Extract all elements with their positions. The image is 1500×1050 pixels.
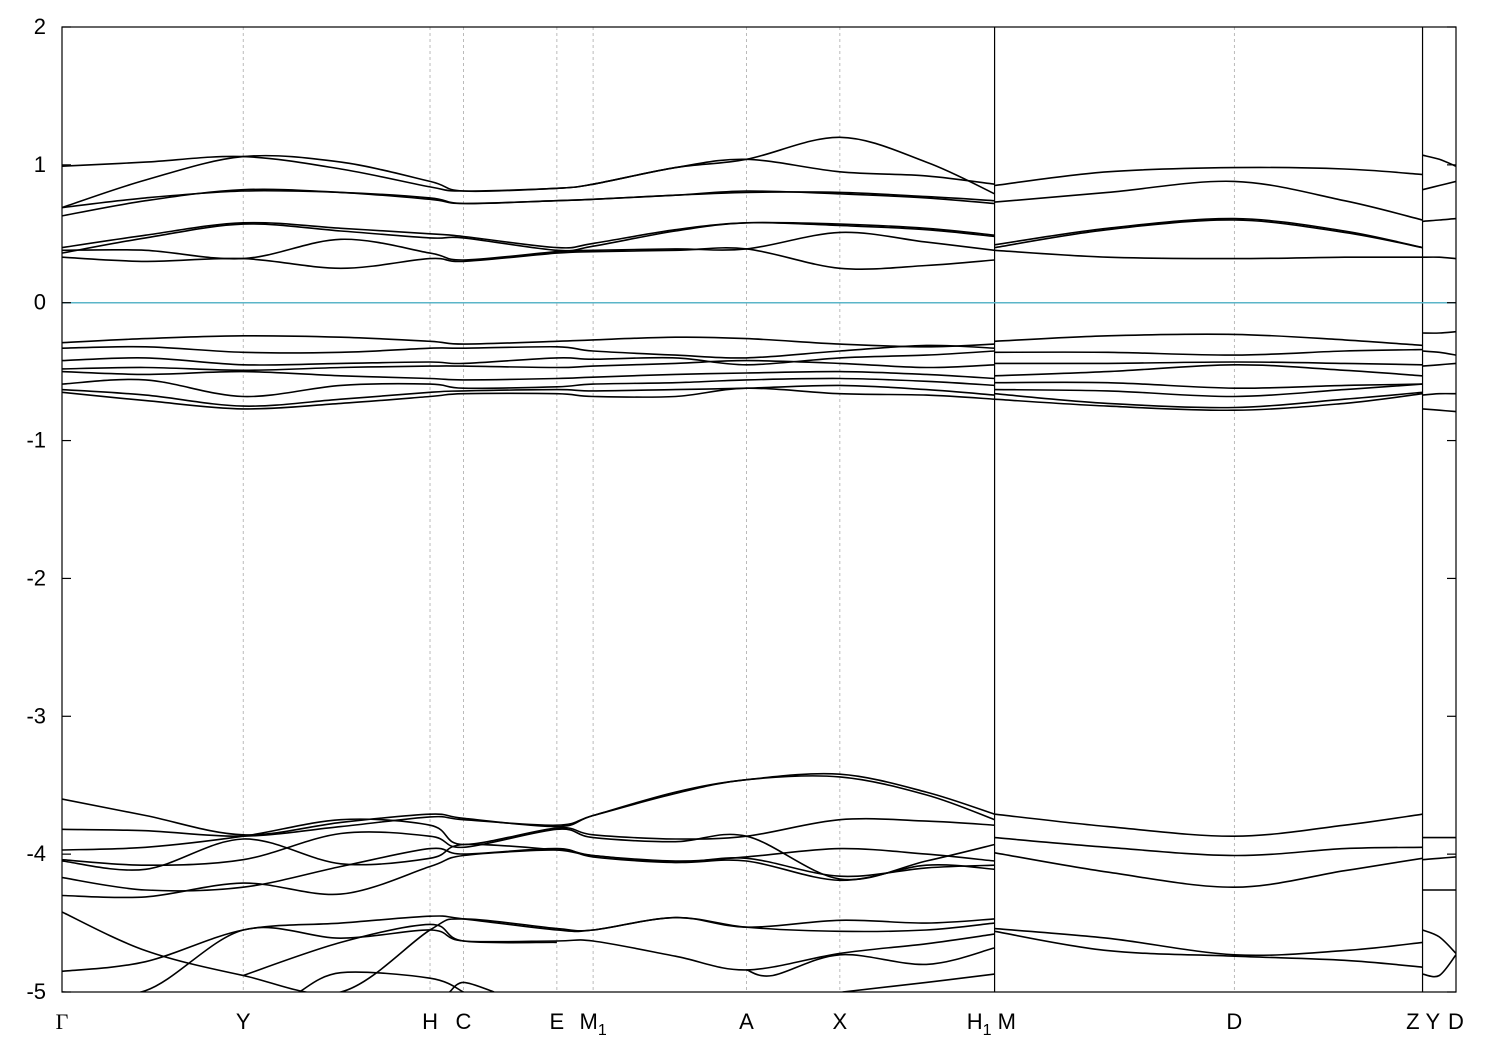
kpoint-label: D: [1226, 1009, 1242, 1034]
band-line-46: [62, 915, 995, 973]
band-line-57: [994, 930, 1423, 968]
band-line-36: [1422, 392, 1456, 396]
band-line-51: [448, 981, 495, 992]
y-tick-label: -5: [26, 979, 46, 1004]
band-line-54: [994, 836, 1423, 857]
band-line-23: [62, 384, 995, 407]
band-line-17: [62, 334, 995, 348]
band-line-8: [994, 166, 1423, 187]
band-line-45: [62, 911, 995, 992]
band-line-11: [994, 219, 1423, 249]
band-line-14: [1422, 180, 1456, 191]
band-line-47: [62, 926, 995, 992]
band-line-49: [746, 947, 995, 977]
kpoint-label: Z: [1406, 1009, 1419, 1034]
y-tick-label: -4: [26, 841, 46, 866]
band-line-15: [1422, 217, 1456, 223]
y-tick-label: 1: [34, 152, 46, 177]
band-line-40: [62, 817, 995, 851]
kpoint-label: Y: [236, 1009, 251, 1034]
y-axis-ticks: -5 -4 -3 -2 -1 0 1 2: [26, 14, 1456, 1004]
band-line-25: [994, 333, 1423, 347]
band-line-34: [1422, 350, 1456, 356]
kpoint-label: X: [833, 1009, 848, 1034]
band-line-35: [1422, 362, 1456, 367]
band-line-56: [994, 927, 1423, 957]
band-line-50: [298, 971, 464, 992]
band-line-7: [62, 247, 995, 270]
band-line-44: [62, 849, 995, 899]
y-tick-label: 0: [34, 290, 46, 315]
band-line-26: [994, 348, 1423, 356]
kpoint-label: H: [422, 1009, 438, 1034]
band-line-22: [62, 377, 995, 398]
band-line-30: [994, 383, 1423, 398]
band-line-52: [842, 973, 995, 992]
band-line-5: [62, 221, 995, 254]
band-line-16: [1422, 256, 1456, 260]
band-line-10: [994, 217, 1423, 249]
band-line-29: [994, 381, 1423, 390]
kpoint-label: M: [998, 1009, 1016, 1034]
band-line-27: [994, 361, 1423, 366]
kpoint-label: E: [550, 1009, 565, 1034]
band-line-12: [994, 249, 1423, 260]
kpoint-label: Γ: [56, 1009, 69, 1034]
band-line-43: [62, 847, 995, 892]
kpoint-label: M1: [579, 1009, 606, 1039]
band-line-48: [242, 923, 557, 977]
band-line-59: [1422, 856, 1456, 861]
band-line-19: [62, 350, 995, 366]
band-line-4: [62, 221, 995, 249]
band-lines: [62, 136, 1456, 992]
band-line-1: [62, 136, 995, 209]
band-line-24: [62, 387, 995, 410]
band-line-38: [62, 772, 995, 836]
kpoint-label: D: [1448, 1009, 1464, 1034]
band-line-39: [62, 775, 995, 838]
band-line-28: [994, 363, 1423, 377]
band-line-18: [62, 344, 995, 359]
band-line-55: [994, 852, 1423, 889]
y-tick-label: -1: [26, 428, 46, 453]
band-line-9: [994, 180, 1423, 221]
y-tick-label: -2: [26, 565, 46, 590]
kpoint-label: H1: [967, 1009, 992, 1039]
kpoint-labels: Γ Y H C E M1 A X H1 M D Z Y D: [56, 1009, 1464, 1039]
band-line-21: [62, 370, 995, 381]
band-line-61: [1422, 929, 1456, 954]
band-line-33: [1422, 330, 1456, 334]
y-tick-label: -3: [26, 703, 46, 728]
band-line-62: [1422, 954, 1456, 978]
plot-frame: [61, 26, 1457, 993]
band-line-41: [62, 828, 995, 881]
y-tick-label: 2: [34, 14, 46, 39]
band-line-31: [994, 391, 1423, 409]
band-line-32: [994, 392, 1423, 412]
band-line-53: [994, 813, 1423, 838]
band-line-37: [1422, 408, 1456, 413]
kpoint-gridlines: [242, 27, 1424, 992]
kpoint-label: C: [456, 1009, 472, 1034]
band-line-3: [62, 188, 995, 217]
kpoint-label: Y: [1426, 1009, 1441, 1034]
kpoint-label: A: [739, 1009, 754, 1034]
band-line-0: [62, 155, 995, 192]
band-line-42: [62, 838, 995, 871]
band-line-20: [62, 359, 995, 372]
